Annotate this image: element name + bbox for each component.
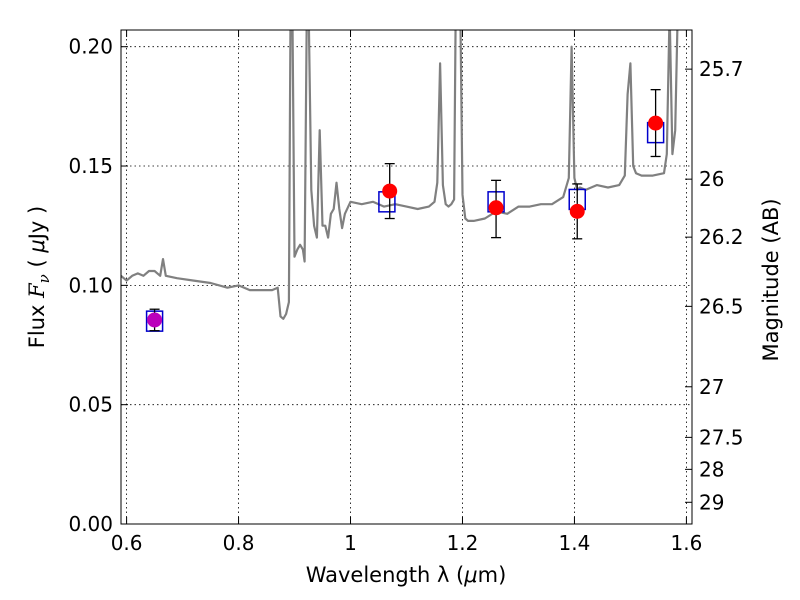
x-tick-label: 0.8 xyxy=(223,531,255,555)
x-tick-label: 1.6 xyxy=(670,531,702,555)
observed-point xyxy=(569,203,585,219)
y-axis-label-mu: μ xyxy=(25,239,49,253)
model-spectrum-line xyxy=(121,30,679,320)
grid-lines xyxy=(121,30,692,525)
plot-frame xyxy=(120,29,693,525)
model-photometry-layer xyxy=(145,121,665,332)
magnitude-axis-label: Magnitude (AB) xyxy=(759,198,783,361)
magnitude-tick-label: 29 xyxy=(699,490,724,514)
y-axis-ticks: 0.00 0.05 0.10 0.15 0.20 xyxy=(68,35,128,536)
y-axis-label: Flux Fν ( μJy ) xyxy=(25,206,53,348)
y-tick-label: 0.05 xyxy=(68,393,113,417)
magnitude-tick-label: 27.5 xyxy=(699,425,744,449)
y-tick-label: 0.00 xyxy=(68,512,113,536)
x-axis-label-prefix: Wavelength λ ( xyxy=(306,563,465,587)
y-axis-label-subscript: ν xyxy=(35,274,53,283)
observed-point xyxy=(488,200,504,216)
y-axis-label-unit: Jy ) xyxy=(25,206,49,242)
observed-point-layer xyxy=(147,115,664,328)
magnitude-tick-label: 26.2 xyxy=(699,225,744,249)
x-tick-label: 0.6 xyxy=(111,531,143,555)
magnitude-tick-label: 25.7 xyxy=(699,57,744,81)
x-tick-label: 1.2 xyxy=(447,531,479,555)
y-tick-label: 0.20 xyxy=(68,35,113,59)
x-tick-label: 1 xyxy=(344,531,357,555)
x-axis-label-unit: m) xyxy=(478,563,507,587)
magnitude-axis-ticks: 25.7 26 26.2 26.5 27 27.5 28 29 xyxy=(685,57,744,514)
observed-point xyxy=(382,183,398,199)
y-axis-label-open: ( xyxy=(25,253,49,275)
x-axis-label-mu: μ xyxy=(463,563,477,587)
y-axis-label-symbol: F xyxy=(25,282,49,299)
x-axis-ticks: 0.6 0.8 1 1.2 1.4 1.6 xyxy=(111,30,702,555)
y-axis-label-prefix: Flux xyxy=(25,298,49,348)
x-axis-label: Wavelength λ (μm) xyxy=(306,563,507,587)
x-tick-label: 1.4 xyxy=(559,531,591,555)
model-spectrum-layer xyxy=(121,30,679,320)
y-tick-label: 0.10 xyxy=(68,273,113,297)
observed-point xyxy=(147,312,163,328)
magnitude-tick-label: 28 xyxy=(699,457,724,481)
observed-point xyxy=(648,115,664,131)
y-tick-label: 0.15 xyxy=(68,154,113,178)
magnitude-tick-label: 26 xyxy=(699,167,724,191)
magnitude-tick-label: 26.5 xyxy=(699,294,744,318)
magnitude-tick-label: 27 xyxy=(699,375,724,399)
